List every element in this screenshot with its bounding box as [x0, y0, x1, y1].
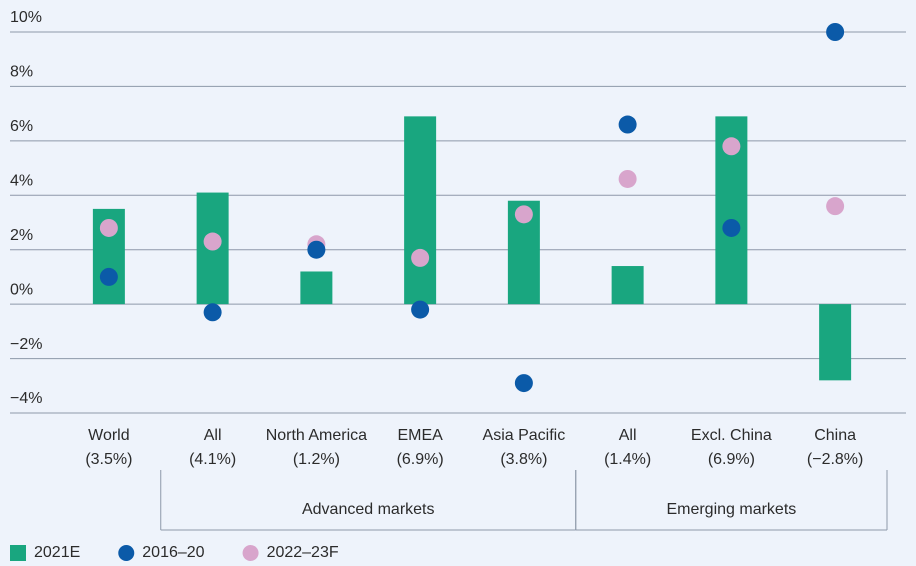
dot	[618, 115, 637, 134]
y-tick-label: −2%	[10, 336, 42, 353]
legend-label: 2022–23F	[267, 544, 339, 561]
dot	[203, 303, 222, 322]
x-tick-label: China	[814, 427, 856, 444]
group-label: Emerging markets	[666, 501, 796, 518]
x-tick-label: Excl. China	[691, 427, 772, 444]
value-label: (3.5%)	[85, 451, 132, 468]
value-label: (1.4%)	[604, 451, 651, 468]
x-tick-label: Asia Pacific	[483, 427, 566, 444]
value-label: (−2.8%)	[807, 451, 863, 468]
y-tick-label: 0%	[10, 281, 33, 298]
dot	[99, 267, 118, 286]
dot	[514, 374, 533, 393]
dot	[722, 137, 741, 156]
dot	[618, 169, 637, 188]
legend-swatch	[242, 545, 259, 561]
dot	[826, 197, 845, 216]
legend-label: 2016–20	[142, 544, 204, 561]
bar	[819, 304, 852, 381]
x-tick-label: All	[619, 427, 637, 444]
value-label: (1.2%)	[293, 451, 340, 468]
legend-swatch	[10, 545, 26, 561]
dot	[514, 205, 533, 224]
y-tick-label: −4%	[10, 390, 42, 407]
value-label: (3.8%)	[500, 451, 547, 468]
dot	[722, 218, 741, 237]
y-tick-label: 6%	[10, 118, 33, 135]
group-label: Advanced markets	[302, 501, 435, 518]
y-tick-label: 10%	[10, 9, 42, 26]
bar	[404, 116, 437, 305]
x-tick-label: All	[204, 427, 222, 444]
x-tick-label: World	[88, 427, 130, 444]
bar	[300, 271, 333, 305]
y-tick-label: 4%	[10, 173, 33, 190]
bar	[611, 266, 644, 305]
value-label: (6.9%)	[397, 451, 444, 468]
value-label: (4.1%)	[189, 451, 236, 468]
value-label: (6.9%)	[708, 451, 755, 468]
dot	[99, 218, 118, 237]
x-tick-label: North America	[266, 427, 367, 444]
dot	[411, 300, 430, 319]
dot	[307, 240, 326, 259]
y-tick-label: 8%	[10, 64, 33, 81]
dot	[411, 248, 430, 267]
x-tick-label: EMEA	[397, 427, 443, 444]
legend-label: 2021E	[34, 544, 80, 561]
y-tick-label: 2%	[10, 227, 33, 244]
dot	[203, 232, 222, 251]
dot	[826, 23, 845, 41]
legend-swatch	[118, 545, 135, 561]
